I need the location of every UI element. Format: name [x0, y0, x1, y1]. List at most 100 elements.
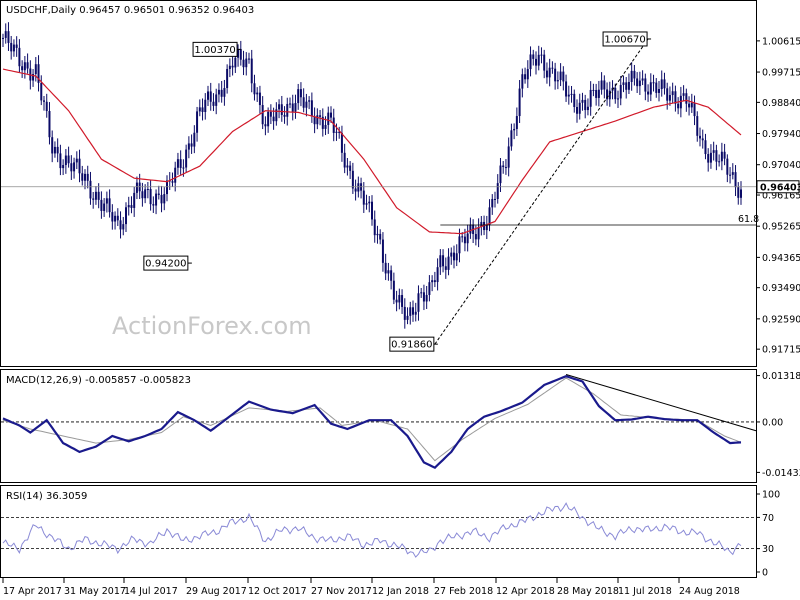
candle-body: [190, 143, 193, 147]
candle-body: [455, 253, 458, 261]
price-y-tick-label: 0.99715: [762, 68, 800, 79]
candle-body: [644, 78, 647, 92]
candle-body: [513, 128, 516, 131]
candle-body: [125, 207, 127, 225]
macd-y-tick-label: -0.014339: [762, 468, 800, 479]
candle-body: [37, 64, 40, 83]
candle-body: [699, 135, 701, 139]
price-y-tick-label: 1.00615: [762, 36, 800, 47]
candle-body: [532, 54, 535, 59]
candle-body: [696, 116, 699, 136]
candle-body: [603, 80, 606, 90]
candle-body: [299, 89, 302, 98]
candle-body: [701, 138, 704, 141]
candle-body: [381, 239, 384, 263]
candle-body: [373, 219, 376, 236]
current-price-label: 0.96403: [760, 182, 800, 193]
annotation-box: [389, 336, 435, 352]
candle-body: [666, 88, 669, 101]
candle-body: [114, 215, 117, 222]
candle-body: [135, 182, 138, 193]
candle-body: [157, 193, 160, 195]
candle-body: [122, 224, 125, 230]
candle-body: [289, 103, 291, 105]
candle-body: [171, 181, 174, 183]
candle-body: [291, 103, 294, 112]
watermark: ActionForex.com: [112, 312, 312, 340]
candle-body: [398, 295, 401, 303]
candle-body: [636, 78, 639, 87]
candle-body: [600, 80, 603, 90]
candle-body: [174, 167, 177, 183]
candle-body: [543, 54, 546, 71]
candle-body: [387, 270, 390, 274]
moving-average-line: [2, 68, 742, 235]
candle-body: [335, 131, 338, 133]
candle-body: [362, 190, 365, 205]
candle-body: [658, 89, 660, 93]
candle-body: [641, 78, 644, 81]
candle-body: [595, 90, 598, 98]
candle-body: [51, 137, 54, 154]
candle-body: [217, 89, 220, 95]
candle-body: [43, 100, 45, 102]
candle-body: [371, 201, 373, 220]
x-tick-label: 17 Apr 2017: [3, 586, 62, 597]
price-y-tick-label: 0.93490: [762, 283, 800, 294]
candle-body: [704, 140, 707, 155]
candle-body: [565, 81, 568, 97]
macd-panel-title: MACD(12,26,9) -0.005857 -0.005823: [6, 375, 191, 386]
annotation-label: 0.91860: [391, 340, 432, 351]
price-panel: [0, 0, 757, 367]
macd-panel: [0, 369, 757, 483]
candle-body: [258, 92, 261, 106]
candle-body: [548, 67, 551, 78]
candle-body: [461, 236, 464, 238]
candle-body: [395, 299, 398, 303]
candle-body: [480, 221, 483, 228]
candle-body: [261, 105, 264, 125]
x-tick-label: 11 Jul 2018: [618, 586, 672, 597]
candle-body: [116, 215, 119, 221]
annotation-label: 1.00670: [604, 34, 645, 45]
candle-body: [242, 59, 245, 68]
candle-body: [278, 104, 281, 110]
candle-body: [622, 82, 625, 85]
candle-body: [185, 149, 188, 168]
candle-body: [250, 58, 253, 84]
candle-body: [45, 101, 48, 112]
candle-body: [474, 234, 477, 240]
candle-body: [182, 167, 185, 169]
candle-body: [477, 227, 480, 240]
candle-body: [447, 256, 450, 270]
macd-trendline: [565, 373, 757, 432]
candle-body: [2, 37, 4, 39]
candle-body: [67, 155, 70, 164]
rsi-panel-title: RSI(14) 36.3059: [6, 491, 87, 502]
candle-body: [70, 163, 73, 172]
candle-body: [198, 107, 201, 112]
axes-layer: 1.00615 0.99715 0.98840 0.97940 0.97040 0.961…: [2, 36, 800, 597]
rsi-line: [2, 502, 742, 558]
annotation-box: [602, 31, 648, 47]
fib-level-label: 61.8: [738, 214, 759, 225]
candle-body: [655, 82, 658, 93]
x-tick-label: 31 May 2017: [64, 586, 126, 597]
candle-body: [619, 84, 622, 99]
candle-body: [127, 205, 130, 208]
candle-body: [551, 67, 554, 69]
candle-body: [409, 307, 412, 316]
candle-body: [53, 146, 56, 154]
candle-body: [354, 188, 357, 192]
candle-body: [166, 180, 168, 195]
candle-body: [64, 155, 67, 166]
candle-body: [209, 91, 212, 102]
current-price-tag: [756, 180, 800, 194]
candle-body: [469, 224, 472, 234]
x-tick-label: 14 Jul 2017: [124, 586, 178, 597]
candle-body: [712, 150, 715, 153]
candle-body: [499, 165, 502, 184]
macd-y-tick-label: 0.00: [762, 417, 783, 428]
candle-body: [319, 115, 322, 117]
candle-body: [526, 69, 529, 80]
